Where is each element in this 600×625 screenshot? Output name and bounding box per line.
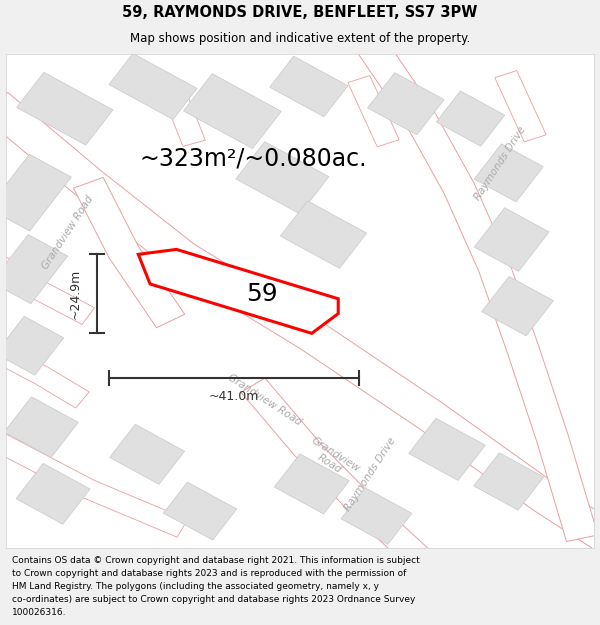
Polygon shape (241, 378, 440, 576)
Polygon shape (109, 54, 197, 119)
Text: co-ordinates) are subject to Crown copyright and database rights 2023 Ordnance S: co-ordinates) are subject to Crown copyr… (12, 595, 415, 604)
Polygon shape (73, 177, 185, 328)
Text: Map shows position and indicative extent of the property.: Map shows position and indicative extent… (130, 32, 470, 45)
Polygon shape (474, 452, 544, 510)
Polygon shape (0, 92, 600, 561)
Polygon shape (348, 76, 399, 147)
Polygon shape (482, 276, 553, 336)
Polygon shape (0, 316, 64, 375)
Text: 100026316.: 100026316. (12, 608, 67, 617)
Polygon shape (269, 56, 348, 117)
Polygon shape (163, 482, 237, 540)
Polygon shape (16, 464, 90, 524)
Polygon shape (110, 424, 185, 484)
Text: Grandview Road: Grandview Road (226, 372, 304, 428)
Text: ~323m²/~0.080ac.: ~323m²/~0.080ac. (139, 146, 367, 170)
Polygon shape (274, 454, 349, 514)
Text: Grandview
Road: Grandview Road (303, 435, 362, 484)
Polygon shape (0, 254, 95, 324)
Polygon shape (0, 234, 68, 304)
Text: Contains OS data © Crown copyright and database right 2021. This information is : Contains OS data © Crown copyright and d… (12, 556, 420, 566)
Text: Raymonds Drive: Raymonds Drive (343, 436, 398, 512)
Polygon shape (184, 74, 281, 149)
Polygon shape (409, 418, 485, 481)
Polygon shape (368, 72, 444, 135)
Polygon shape (0, 154, 71, 231)
Polygon shape (17, 72, 113, 145)
Polygon shape (0, 342, 89, 408)
Text: ~24.9m: ~24.9m (68, 269, 81, 319)
Text: Raymonds Drive: Raymonds Drive (472, 124, 527, 202)
Polygon shape (236, 142, 329, 214)
Text: 59: 59 (246, 282, 278, 306)
Text: to Crown copyright and database rights 2023 and is reproduced with the permissio: to Crown copyright and database rights 2… (12, 569, 406, 578)
Polygon shape (474, 208, 549, 271)
Polygon shape (0, 431, 188, 538)
Text: 59, RAYMONDS DRIVE, BENFLEET, SS7 3PW: 59, RAYMONDS DRIVE, BENFLEET, SS7 3PW (122, 5, 478, 20)
Polygon shape (474, 144, 544, 202)
Polygon shape (139, 249, 338, 333)
Polygon shape (495, 71, 546, 142)
Text: HM Land Registry. The polygons (including the associated geometry, namely x, y: HM Land Registry. The polygons (includin… (12, 582, 379, 591)
Polygon shape (436, 91, 505, 146)
Polygon shape (4, 397, 79, 458)
Polygon shape (356, 38, 598, 541)
Polygon shape (160, 81, 205, 146)
Text: ~41.0m: ~41.0m (209, 390, 259, 403)
Polygon shape (280, 201, 367, 268)
Polygon shape (341, 488, 412, 544)
Text: Grandview Road: Grandview Road (40, 194, 95, 271)
